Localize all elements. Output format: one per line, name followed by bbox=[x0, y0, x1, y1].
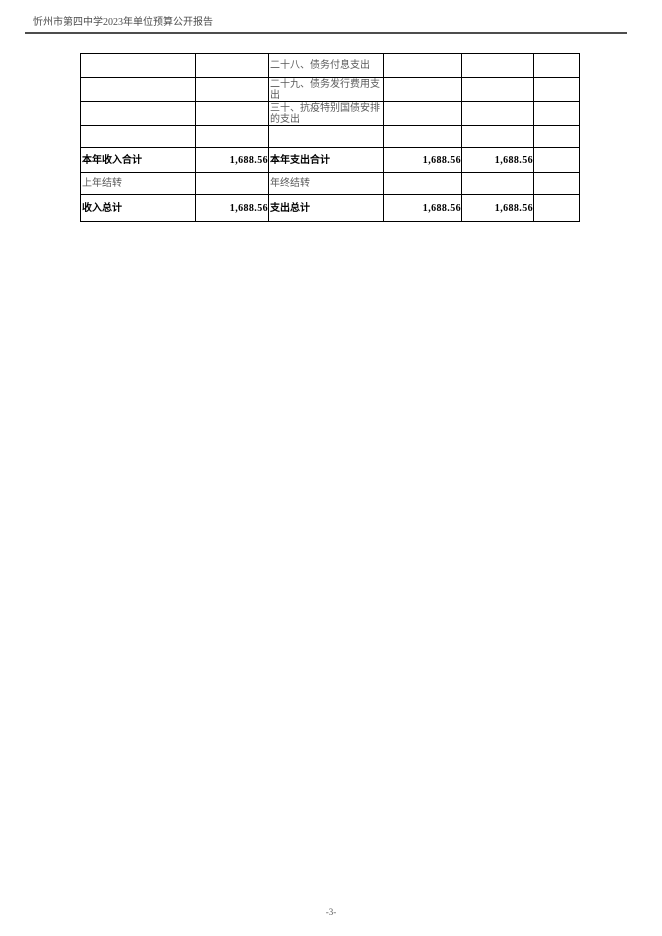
table-cell: 收入总计 bbox=[80, 194, 196, 222]
header-title: 忻州市第四中学2023年单位预算公开报告 bbox=[33, 17, 213, 28]
table-cell bbox=[533, 194, 580, 222]
table-cell bbox=[195, 77, 269, 102]
table-cell: 二十九、债务发行费用支出 bbox=[268, 77, 384, 102]
table-cell bbox=[533, 53, 580, 78]
table-row: 三十、抗疫特别国债安排的支出 bbox=[80, 101, 580, 126]
table-cell: 二十八、债务付息支出 bbox=[268, 53, 384, 78]
table-cell: 三十、抗疫特别国债安排的支出 bbox=[268, 101, 384, 126]
budget-summary-table: 二十八、债务付息支出 二十九、债务发行费用支出 三十、抗疫特别国债安排的支出 bbox=[80, 53, 580, 222]
table-cell bbox=[461, 172, 534, 195]
table-cell bbox=[383, 125, 462, 148]
table-cell: 1,688.56 bbox=[383, 147, 462, 173]
table-cell bbox=[80, 101, 196, 126]
table-cell: 本年支出合计 bbox=[268, 147, 384, 173]
table-cell: 本年收入合计 bbox=[80, 147, 196, 173]
table-cell bbox=[533, 172, 580, 195]
table-cell bbox=[461, 101, 534, 126]
table-cell bbox=[268, 125, 384, 148]
table-cell bbox=[461, 125, 534, 148]
header-rule bbox=[25, 32, 627, 34]
table-cell bbox=[533, 101, 580, 126]
table-cell bbox=[383, 53, 462, 78]
table-cell bbox=[195, 101, 269, 126]
table-row-grand-totals: 收入总计 1,688.56 支出总计 1,688.56 1,688.56 bbox=[80, 194, 580, 222]
table-cell bbox=[533, 147, 580, 173]
table-row-carryover: 上年结转 年终结转 bbox=[80, 172, 580, 195]
table-cell bbox=[533, 77, 580, 102]
table-cell bbox=[461, 53, 534, 78]
table-cell: 支出总计 bbox=[268, 194, 384, 222]
table-cell bbox=[383, 172, 462, 195]
table-cell bbox=[80, 125, 196, 148]
table-row: 二十九、债务发行费用支出 bbox=[80, 77, 580, 102]
table-cell: 年终结转 bbox=[268, 172, 384, 195]
table-cell bbox=[195, 172, 269, 195]
table-cell bbox=[461, 77, 534, 102]
page-number: -3- bbox=[325, 907, 337, 917]
table-row: 二十八、债务付息支出 bbox=[80, 53, 580, 78]
table-row bbox=[80, 125, 580, 148]
table-cell bbox=[80, 53, 196, 78]
table-cell bbox=[383, 101, 462, 126]
table-cell: 1,688.56 bbox=[461, 194, 534, 222]
table-cell bbox=[80, 77, 196, 102]
table-cell: 1,688.56 bbox=[195, 194, 269, 222]
table-cell: 1,688.56 bbox=[195, 147, 269, 173]
table-cell bbox=[383, 77, 462, 102]
table-row-current-year-totals: 本年收入合计 1,688.56 本年支出合计 1,688.56 1,688.56 bbox=[80, 147, 580, 173]
table-cell: 1,688.56 bbox=[383, 194, 462, 222]
table-cell bbox=[195, 125, 269, 148]
table-cell: 上年结转 bbox=[80, 172, 196, 195]
table-cell bbox=[195, 53, 269, 78]
table-cell: 1,688.56 bbox=[461, 147, 534, 173]
table-cell bbox=[533, 125, 580, 148]
